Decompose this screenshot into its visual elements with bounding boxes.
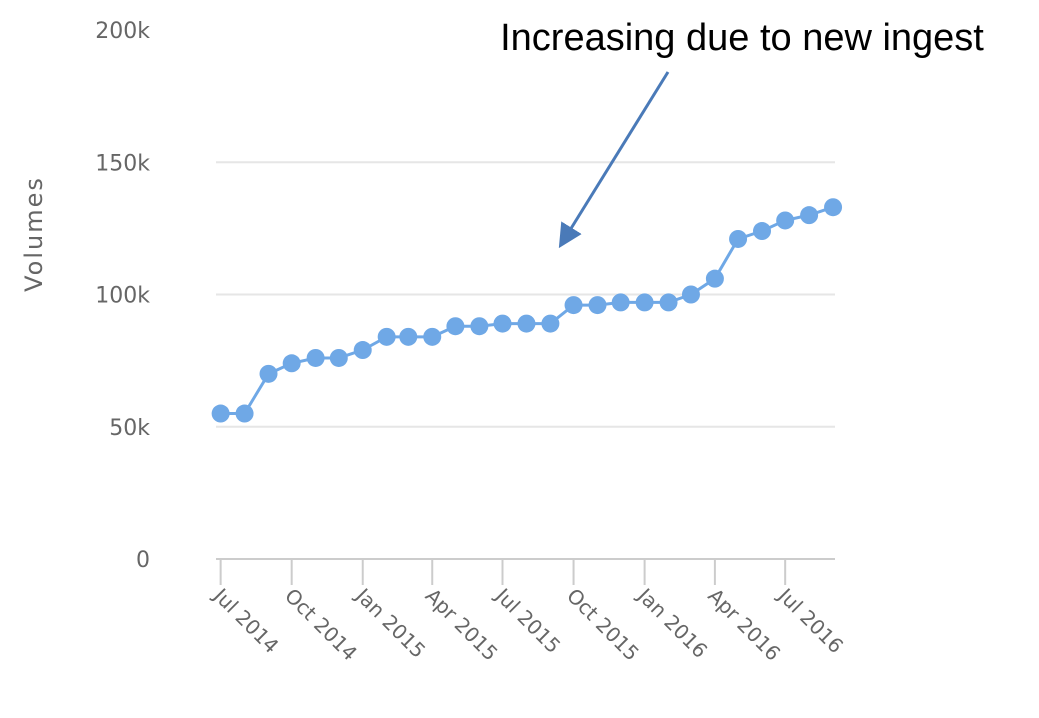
data-point[interactable] [446, 317, 465, 336]
x-tick-label: Jan 2016 [632, 582, 713, 663]
data-point[interactable] [659, 293, 678, 312]
data-point[interactable] [635, 293, 654, 312]
x-tick-label: Oct 2015 [562, 584, 644, 666]
data-point[interactable] [753, 222, 771, 241]
x-tick-label: Apr 2016 [703, 584, 785, 666]
x-tick-label: Oct 2014 [280, 584, 362, 666]
y-axis-ticks: 0 50k 100k 150k 200k [95, 19, 150, 573]
data-point[interactable] [800, 206, 819, 225]
y-axis-label: Volumes [20, 176, 48, 292]
y-tick-label: 100k [95, 284, 150, 309]
data-point[interactable] [329, 348, 348, 367]
data-point[interactable] [824, 198, 843, 217]
grid-lines [216, 161, 835, 560]
y-tick-label: 150k [95, 151, 150, 176]
data-point[interactable] [353, 341, 372, 360]
x-tick-label: Apr 2015 [421, 584, 503, 666]
data-point[interactable] [282, 354, 301, 373]
data-point[interactable] [681, 285, 700, 304]
annotation-text: Increasing due to new ingest [500, 17, 984, 59]
data-point[interactable] [306, 348, 325, 367]
data-point[interactable] [588, 296, 607, 315]
data-point[interactable] [423, 327, 442, 346]
data-point[interactable] [729, 229, 748, 248]
data-point[interactable] [541, 314, 560, 333]
data-point[interactable] [470, 317, 489, 336]
data-point[interactable] [399, 327, 418, 346]
y-tick-label: 50k [109, 416, 150, 441]
data-point[interactable] [211, 404, 230, 423]
data-point[interactable] [377, 327, 396, 346]
data-point[interactable] [776, 211, 795, 230]
x-tick-label: Jan 2015 [350, 582, 431, 663]
annotation-arrow [558, 71, 670, 249]
data-point[interactable] [259, 364, 278, 383]
data-point[interactable] [564, 296, 583, 315]
data-point[interactable] [705, 269, 724, 288]
data-point[interactable] [517, 314, 536, 333]
x-tick-label: Jul 2014 [208, 582, 284, 658]
data-point[interactable] [235, 404, 254, 423]
y-tick-label: 0 [136, 548, 150, 573]
data-point[interactable] [493, 314, 512, 333]
y-tick-label: 200k [95, 19, 150, 44]
series-points [211, 198, 843, 423]
data-point[interactable] [611, 293, 630, 312]
